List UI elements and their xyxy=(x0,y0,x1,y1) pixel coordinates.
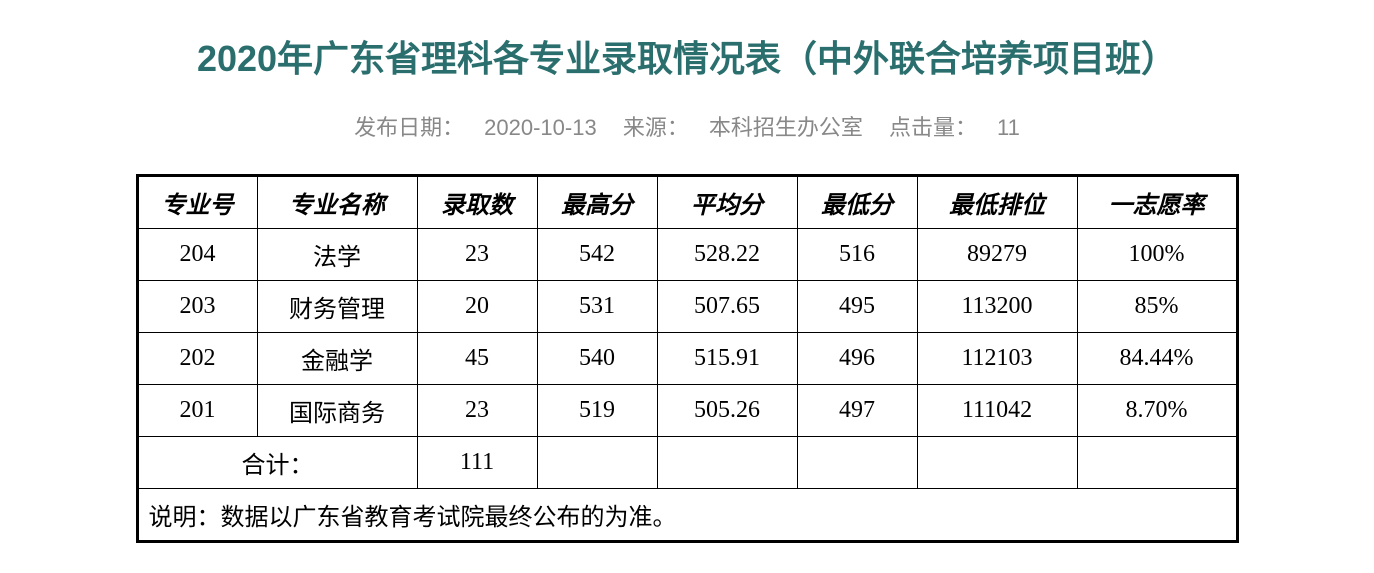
note-row: 说明：数据以广东省教育考试院最终公布的为准。 xyxy=(137,489,1237,542)
col-header-min-score: 最低分 xyxy=(797,176,917,229)
cell-major-code: 202 xyxy=(137,333,257,385)
col-header-major-code: 专业号 xyxy=(137,176,257,229)
table-wrapper: 专业号 专业名称 录取数 最高分 平均分 最低分 最低排位 一志愿率 204 法… xyxy=(60,174,1314,543)
source-value: 本科招生办公室 xyxy=(709,115,863,140)
total-value: 111 xyxy=(417,437,537,489)
col-header-min-rank: 最低排位 xyxy=(917,176,1077,229)
cell-avg-score: 507.65 xyxy=(657,281,797,333)
cell-min-score: 495 xyxy=(797,281,917,333)
meta-row: 发布日期： 2020-10-13 来源： 本科招生办公室 点击量： 11 xyxy=(60,110,1314,142)
empty-cell xyxy=(657,437,797,489)
cell-major-code: 203 xyxy=(137,281,257,333)
cell-first-choice-rate: 84.44% xyxy=(1077,333,1237,385)
empty-cell xyxy=(797,437,917,489)
admission-table: 专业号 专业名称 录取数 最高分 平均分 最低分 最低排位 一志愿率 204 法… xyxy=(136,174,1239,543)
cell-first-choice-rate: 100% xyxy=(1077,229,1237,281)
col-header-first-choice-rate: 一志愿率 xyxy=(1077,176,1237,229)
table-row: 202 金融学 45 540 515.91 496 112103 84.44% xyxy=(137,333,1237,385)
source-label: 来源： xyxy=(623,115,689,140)
cell-avg-score: 528.22 xyxy=(657,229,797,281)
empty-cell xyxy=(1077,437,1237,489)
note-cell: 说明：数据以广东省教育考试院最终公布的为准。 xyxy=(137,489,1237,542)
cell-major-code: 201 xyxy=(137,385,257,437)
col-header-avg-score: 平均分 xyxy=(657,176,797,229)
cell-avg-score: 515.91 xyxy=(657,333,797,385)
cell-admit-count: 23 xyxy=(417,229,537,281)
cell-major-name: 法学 xyxy=(257,229,417,281)
cell-major-name: 金融学 xyxy=(257,333,417,385)
cell-major-name: 国际商务 xyxy=(257,385,417,437)
publish-date-label: 发布日期： xyxy=(354,115,464,140)
cell-min-rank: 89279 xyxy=(917,229,1077,281)
cell-admit-count: 20 xyxy=(417,281,537,333)
cell-min-score: 516 xyxy=(797,229,917,281)
cell-major-code: 204 xyxy=(137,229,257,281)
cell-min-rank: 112103 xyxy=(917,333,1077,385)
table-row: 203 财务管理 20 531 507.65 495 113200 85% xyxy=(137,281,1237,333)
cell-admit-count: 23 xyxy=(417,385,537,437)
total-label: 合计： xyxy=(137,437,417,489)
cell-min-score: 496 xyxy=(797,333,917,385)
cell-admit-count: 45 xyxy=(417,333,537,385)
col-header-admit-count: 录取数 xyxy=(417,176,537,229)
col-header-max-score: 最高分 xyxy=(537,176,657,229)
cell-avg-score: 505.26 xyxy=(657,385,797,437)
hits-value: 11 xyxy=(997,115,1020,140)
cell-max-score: 519 xyxy=(537,385,657,437)
cell-max-score: 540 xyxy=(537,333,657,385)
col-header-major-name: 专业名称 xyxy=(257,176,417,229)
page-title: 2020年广东省理科各专业录取情况表（中外联合培养项目班） xyxy=(60,30,1314,82)
cell-major-name: 财务管理 xyxy=(257,281,417,333)
cell-first-choice-rate: 85% xyxy=(1077,281,1237,333)
table-row: 201 国际商务 23 519 505.26 497 111042 8.70% xyxy=(137,385,1237,437)
cell-min-score: 497 xyxy=(797,385,917,437)
cell-max-score: 531 xyxy=(537,281,657,333)
cell-min-rank: 113200 xyxy=(917,281,1077,333)
empty-cell xyxy=(537,437,657,489)
publish-date-value: 2020-10-13 xyxy=(484,115,597,140)
total-row: 合计： 111 xyxy=(137,437,1237,489)
table-header-row: 专业号 专业名称 录取数 最高分 平均分 最低分 最低排位 一志愿率 xyxy=(137,176,1237,229)
hits-label: 点击量： xyxy=(889,115,977,140)
empty-cell xyxy=(917,437,1077,489)
cell-min-rank: 111042 xyxy=(917,385,1077,437)
cell-max-score: 542 xyxy=(537,229,657,281)
table-row: 204 法学 23 542 528.22 516 89279 100% xyxy=(137,229,1237,281)
cell-first-choice-rate: 8.70% xyxy=(1077,385,1237,437)
